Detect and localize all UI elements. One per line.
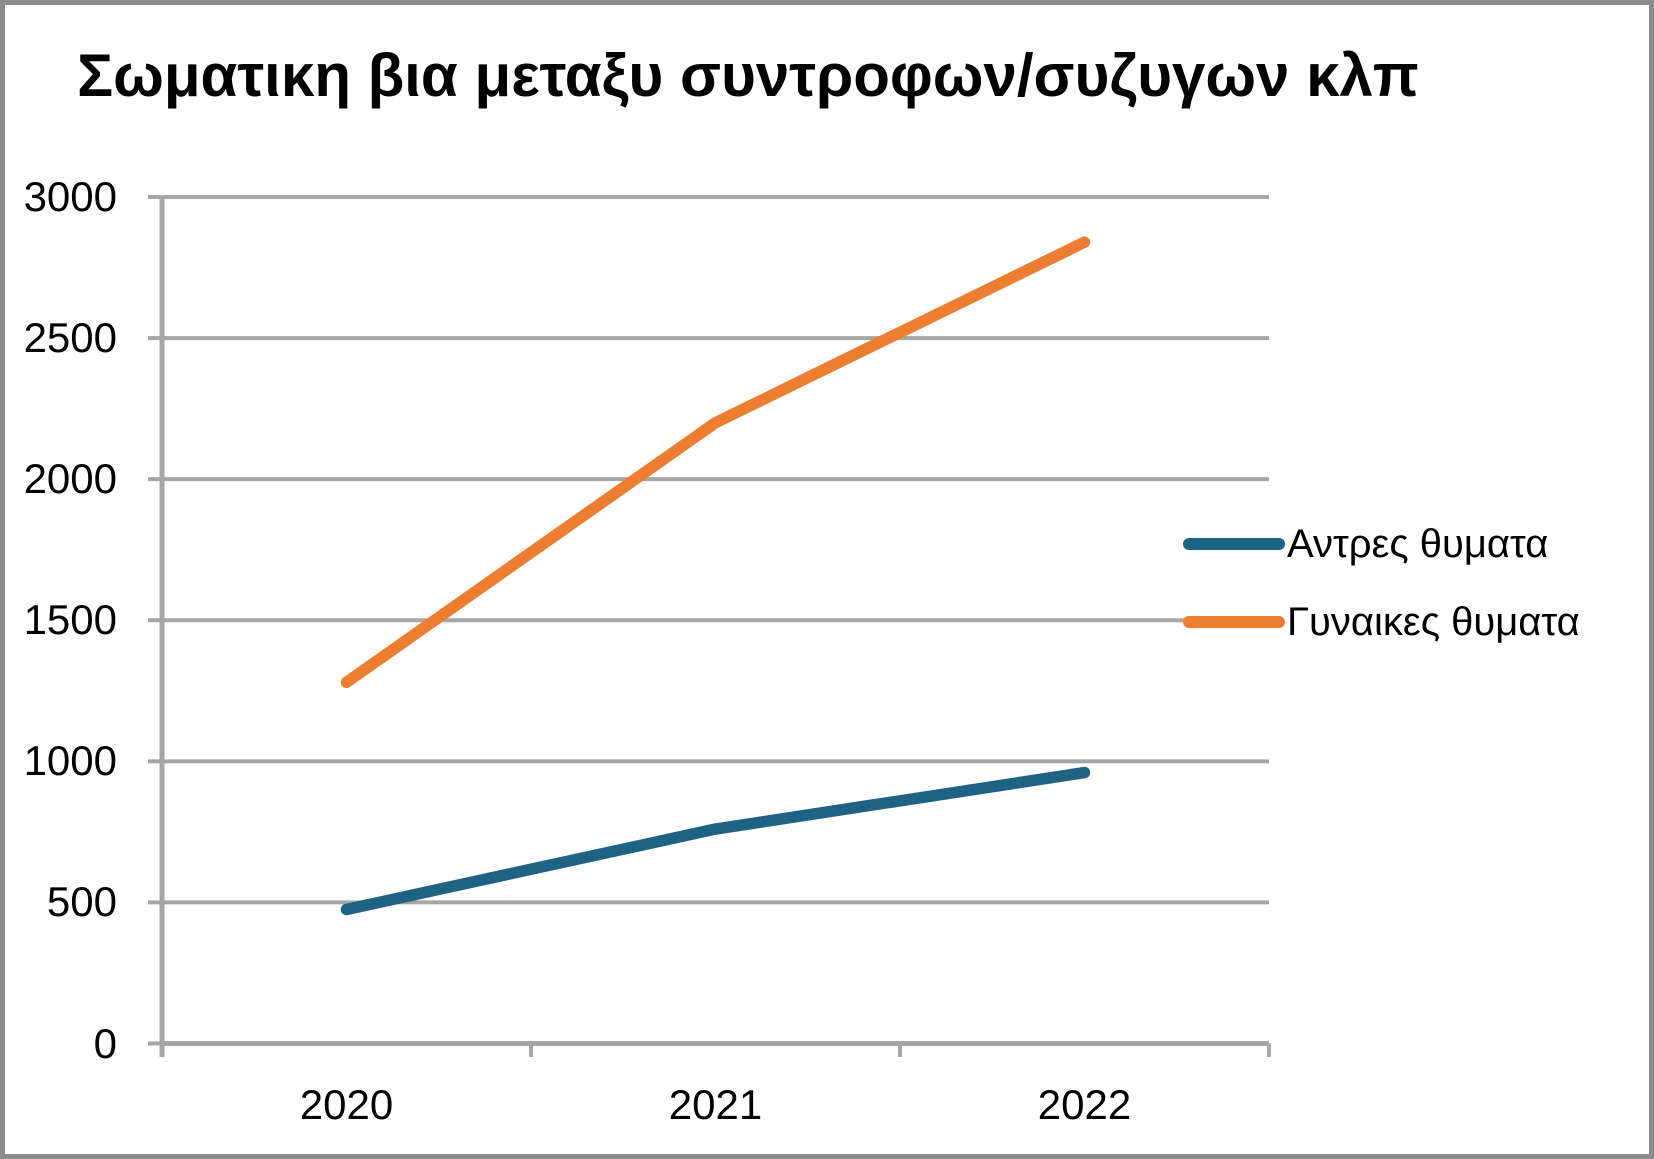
- y-axis-tick-label: 3000: [23, 173, 117, 220]
- y-axis-tick-label: 2000: [23, 455, 117, 503]
- legend-item-0: Αντρες θυματα: [1183, 505, 1580, 583]
- y-axis-tick-label: 500: [46, 878, 117, 926]
- y-axis-tick-label: 2500: [23, 314, 117, 362]
- chart-title: Σωματικη βια μεταξυ συντροφων/συζυγων κλ…: [77, 42, 1419, 109]
- legend-label: Γυναικες θυματα: [1287, 599, 1580, 644]
- y-axis-tick-label: 1000: [23, 737, 117, 785]
- legend-marker-line: [1183, 616, 1285, 628]
- x-axis-tick-label: 2022: [1037, 1081, 1132, 1128]
- plot-area: [148, 195, 1271, 1057]
- y-axis-tick-label: 0: [93, 1019, 117, 1067]
- x-axis-tick-label: 2020: [299, 1081, 394, 1128]
- series-line-0: [340, 766, 1091, 916]
- legend-label: Αντρες θυματα: [1287, 521, 1549, 566]
- legend-marker-line: [1183, 538, 1285, 550]
- y-axis-tick-label: 1500: [23, 596, 117, 644]
- x-axis-tick-label: 2021: [668, 1081, 763, 1128]
- series-line-1: [340, 236, 1091, 689]
- legend: Αντρες θυματα Γυναικες θυματα: [1183, 505, 1580, 661]
- legend-item-1: Γυναικες θυματα: [1183, 583, 1580, 661]
